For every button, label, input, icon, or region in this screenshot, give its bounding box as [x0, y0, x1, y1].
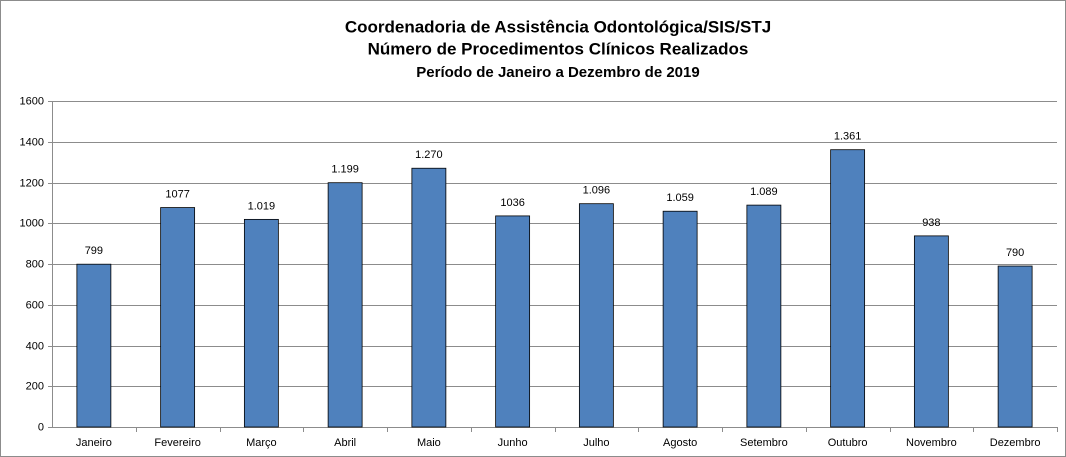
- data-label: 1.089: [750, 186, 778, 198]
- x-tick-label: Dezembro: [990, 437, 1041, 449]
- x-tick-label: Maio: [417, 437, 441, 449]
- data-label: 799: [85, 245, 103, 257]
- chart-subtitle: Número de Procedimentos Clínicos Realiza…: [368, 39, 749, 58]
- bar: [411, 167, 447, 428]
- y-tick-label: 1400: [20, 136, 44, 148]
- x-tick-label: Março: [246, 437, 277, 449]
- y-tick-label: 1600: [20, 95, 44, 107]
- x-tick-label: Julho: [583, 437, 609, 449]
- y-tick-label: 800: [26, 258, 44, 270]
- bar: [243, 218, 279, 428]
- data-label: 790: [1006, 247, 1024, 259]
- bar: [913, 235, 949, 428]
- chart-subtitle: Período de Janeiro a Dezembro de 2019: [416, 64, 699, 81]
- data-label: 1.270: [415, 149, 443, 161]
- y-tick-label: 600: [26, 299, 44, 311]
- y-tick-label: 1200: [20, 177, 44, 189]
- chart-title: Coordenadoria de Assistência Odontológic…: [345, 17, 771, 36]
- y-tick-label: 0: [38, 421, 44, 433]
- y-tick-label: 1000: [20, 217, 44, 229]
- bar: [160, 207, 196, 428]
- x-tick-label: Fevereiro: [154, 437, 200, 449]
- bar: [495, 215, 531, 428]
- data-label: 1.096: [583, 185, 611, 197]
- bar: [327, 182, 363, 428]
- x-tick-label: Janeiro: [76, 437, 112, 449]
- bar: [76, 263, 112, 428]
- data-label: 1.019: [248, 200, 276, 212]
- bar: [830, 149, 866, 428]
- data-label: 1036: [500, 197, 524, 209]
- y-tick-label: 400: [26, 340, 44, 352]
- data-label: 1077: [165, 188, 189, 200]
- bar: [578, 203, 614, 428]
- x-tick-label: Abril: [334, 437, 356, 449]
- x-tick-label: Junho: [498, 437, 528, 449]
- x-tick-label: Outubro: [828, 437, 868, 449]
- x-tick-label: Setembro: [740, 437, 788, 449]
- data-label: 1.361: [834, 131, 862, 143]
- bar: [746, 204, 782, 428]
- x-tick-label: Novembro: [906, 437, 957, 449]
- data-label: 1.199: [331, 164, 359, 176]
- y-tick-label: 200: [26, 380, 44, 392]
- bar: [662, 210, 698, 428]
- bar: [997, 265, 1033, 428]
- data-label: 938: [922, 217, 940, 229]
- data-label: 1.059: [666, 192, 694, 204]
- x-tick-label: Agosto: [663, 437, 697, 449]
